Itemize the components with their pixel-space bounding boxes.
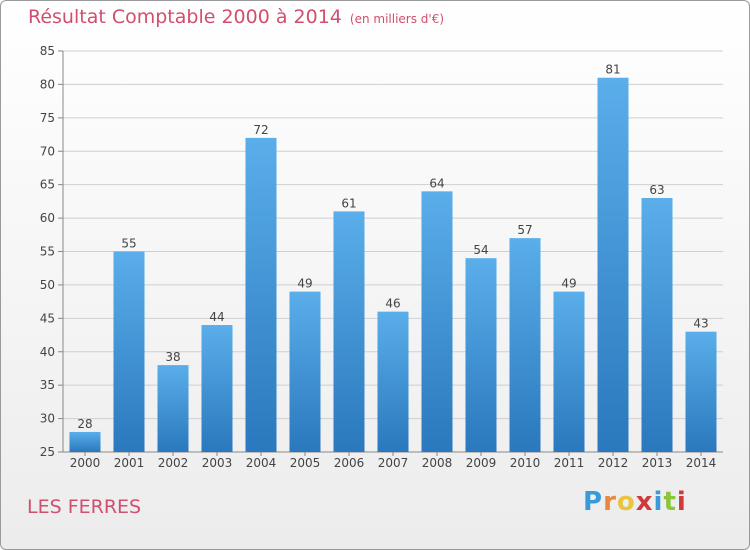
x-tick-label-2001: 2001 <box>114 456 145 470</box>
y-tick-label: 60 <box>40 211 55 225</box>
value-label-2000: 28 <box>77 417 92 431</box>
bar-2005 <box>289 291 321 452</box>
x-tick-label-2005: 2005 <box>290 456 321 470</box>
bar-2004 <box>245 137 277 452</box>
y-tick-label: 50 <box>40 278 55 292</box>
value-label-2003: 44 <box>209 310 224 324</box>
bar-2010 <box>509 238 541 452</box>
value-label-2005: 49 <box>297 277 312 291</box>
value-label-2012: 81 <box>605 63 620 77</box>
logo-letter: x <box>635 487 654 517</box>
chart-title: Résultat Comptable 2000 à 2014 (en millie… <box>28 6 444 28</box>
bar-2009 <box>465 258 497 452</box>
logo-letter: P <box>583 487 604 517</box>
bar-2002 <box>157 365 189 452</box>
bar-2001 <box>113 251 145 452</box>
commune-name: LES FERRES <box>27 496 142 518</box>
bar-2006 <box>333 211 365 452</box>
x-tick-label-2004: 2004 <box>246 456 277 470</box>
y-tick-label: 65 <box>40 178 55 192</box>
bar-2000 <box>69 431 101 452</box>
logo-letter: r <box>603 487 617 517</box>
logo-letter: o <box>616 487 636 517</box>
value-label-2011: 49 <box>561 277 576 291</box>
value-label-2014: 43 <box>693 317 708 331</box>
value-label-2013: 63 <box>649 183 664 197</box>
logo-letter: i <box>653 487 664 517</box>
x-tick-label-2012: 2012 <box>598 456 629 470</box>
bar-2011 <box>553 291 585 452</box>
y-tick-label: 30 <box>40 412 55 426</box>
bar-2013 <box>641 198 673 452</box>
x-tick-label-2008: 2008 <box>422 456 453 470</box>
y-tick-label: 40 <box>40 345 55 359</box>
x-tick-label-2002: 2002 <box>158 456 189 470</box>
y-tick-label: 55 <box>40 245 55 259</box>
x-tick-label-2011: 2011 <box>554 456 585 470</box>
bar-2007 <box>377 311 409 452</box>
x-tick-label-2013: 2013 <box>642 456 673 470</box>
bar-2008 <box>421 191 453 452</box>
x-tick-label-2014: 2014 <box>686 456 717 470</box>
y-tick-label: 45 <box>40 311 55 325</box>
x-tick-label-2009: 2009 <box>466 456 497 470</box>
value-label-2006: 61 <box>341 196 356 210</box>
x-tick-label-2010: 2010 <box>510 456 541 470</box>
y-tick-label: 70 <box>40 144 55 158</box>
x-tick-label-2006: 2006 <box>334 456 365 470</box>
bar-2003 <box>201 325 233 452</box>
bars <box>69 77 717 452</box>
value-label-2002: 38 <box>165 350 180 364</box>
chart-subtitle: (en milliers d'€) <box>349 12 445 26</box>
x-tick-label-2003: 2003 <box>202 456 233 470</box>
bar-2014 <box>685 331 717 452</box>
y-tick-label: 25 <box>40 445 55 459</box>
proxiti-logo[interactable]: Proxiti <box>583 487 687 517</box>
y-tick-label: 75 <box>40 111 55 125</box>
x-tick-label-2000: 2000 <box>70 456 101 470</box>
chart-title-text: Résultat Comptable 2000 à 2014 <box>28 6 342 28</box>
y-tick-label: 85 <box>40 44 55 58</box>
x-tick-label-2007: 2007 <box>378 456 409 470</box>
value-label-2007: 46 <box>385 297 400 311</box>
logo-letter: t <box>663 487 677 517</box>
bar-2012 <box>597 77 629 452</box>
labels: 28 2000 55 2001 38 2002 44 2003 72 2004 49 2005 61 20… <box>70 63 717 470</box>
value-label-2008: 64 <box>429 176 444 190</box>
value-label-2004: 72 <box>253 123 268 137</box>
logo-letter: i <box>676 487 687 517</box>
y-tick-label: 35 <box>40 378 55 392</box>
value-label-2010: 57 <box>517 223 532 237</box>
y-tick-label: 80 <box>40 77 55 91</box>
value-label-2009: 54 <box>473 243 488 257</box>
value-label-2001: 55 <box>121 237 136 251</box>
